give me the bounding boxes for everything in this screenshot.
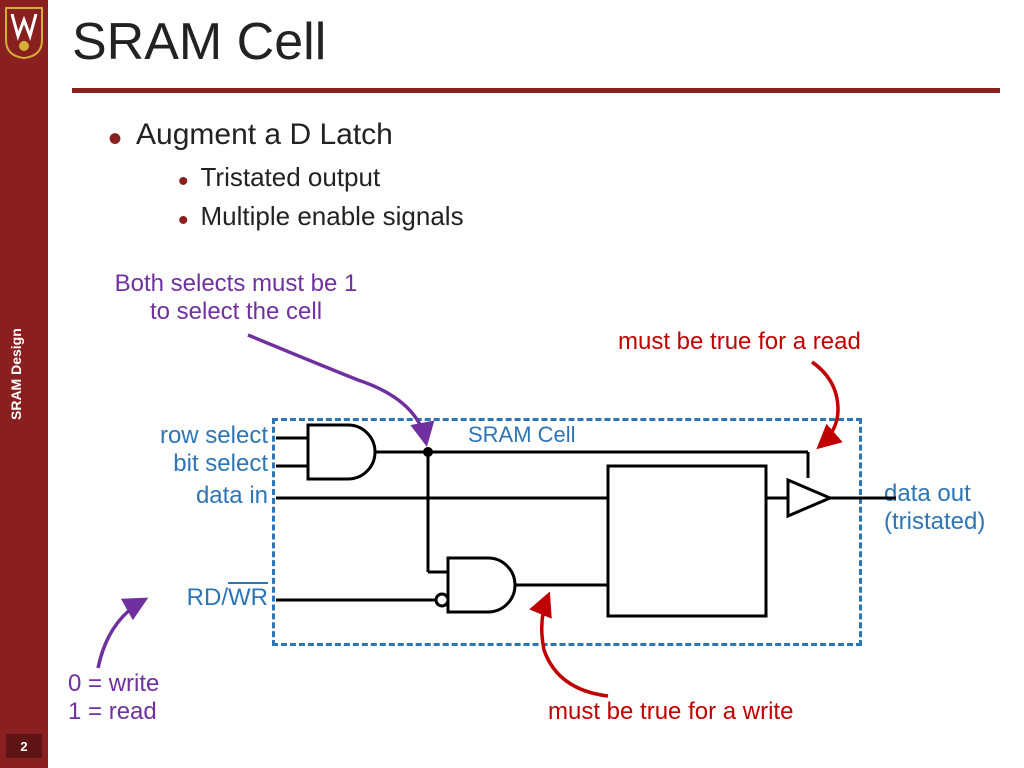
bullet-dot-icon: • — [178, 165, 189, 198]
sub-bullet: •Multiple enable signals — [178, 201, 464, 232]
arrow-must-read-icon — [812, 362, 838, 446]
arrow-must-write-icon — [542, 596, 608, 696]
tristate-buffer-icon — [788, 480, 830, 516]
slide-content: SRAM Cell •Augment a D Latch •Tristated … — [48, 0, 1024, 768]
and-gate-1-icon — [308, 425, 375, 479]
slide-title: SRAM Cell — [72, 12, 326, 72]
inverter-bubble-icon — [436, 594, 448, 606]
bullet-dot-icon: • — [108, 117, 122, 161]
bullet-main: •Augment a D Latch — [108, 118, 464, 152]
bullet-list: •Augment a D Latch •Tristated output •Mu… — [108, 118, 464, 240]
d-latch-icon — [608, 466, 766, 616]
uw-crest-icon — [4, 6, 44, 60]
title-rule — [72, 88, 1000, 93]
page-number: 2 — [6, 734, 42, 758]
arrow-rw-legend-icon — [98, 600, 144, 668]
bullet-main-text: Augment a D Latch — [136, 118, 393, 151]
sub-bullet: •Tristated output — [178, 162, 464, 193]
sub-bullet-text: Tristated output — [201, 162, 381, 192]
sub-bullet-text: Multiple enable signals — [201, 201, 464, 231]
course-label: SRAM Design — [8, 328, 24, 420]
circuit-svg — [48, 270, 1024, 760]
bullet-dot-icon: • — [178, 204, 189, 237]
and-gate-2-icon — [448, 558, 515, 612]
sram-diagram: Both selects must be 1to select the cell… — [48, 270, 1024, 760]
sub-bullet-list: •Tristated output •Multiple enable signa… — [178, 162, 464, 232]
sidebar: SRAM Design 2 — [0, 0, 48, 768]
